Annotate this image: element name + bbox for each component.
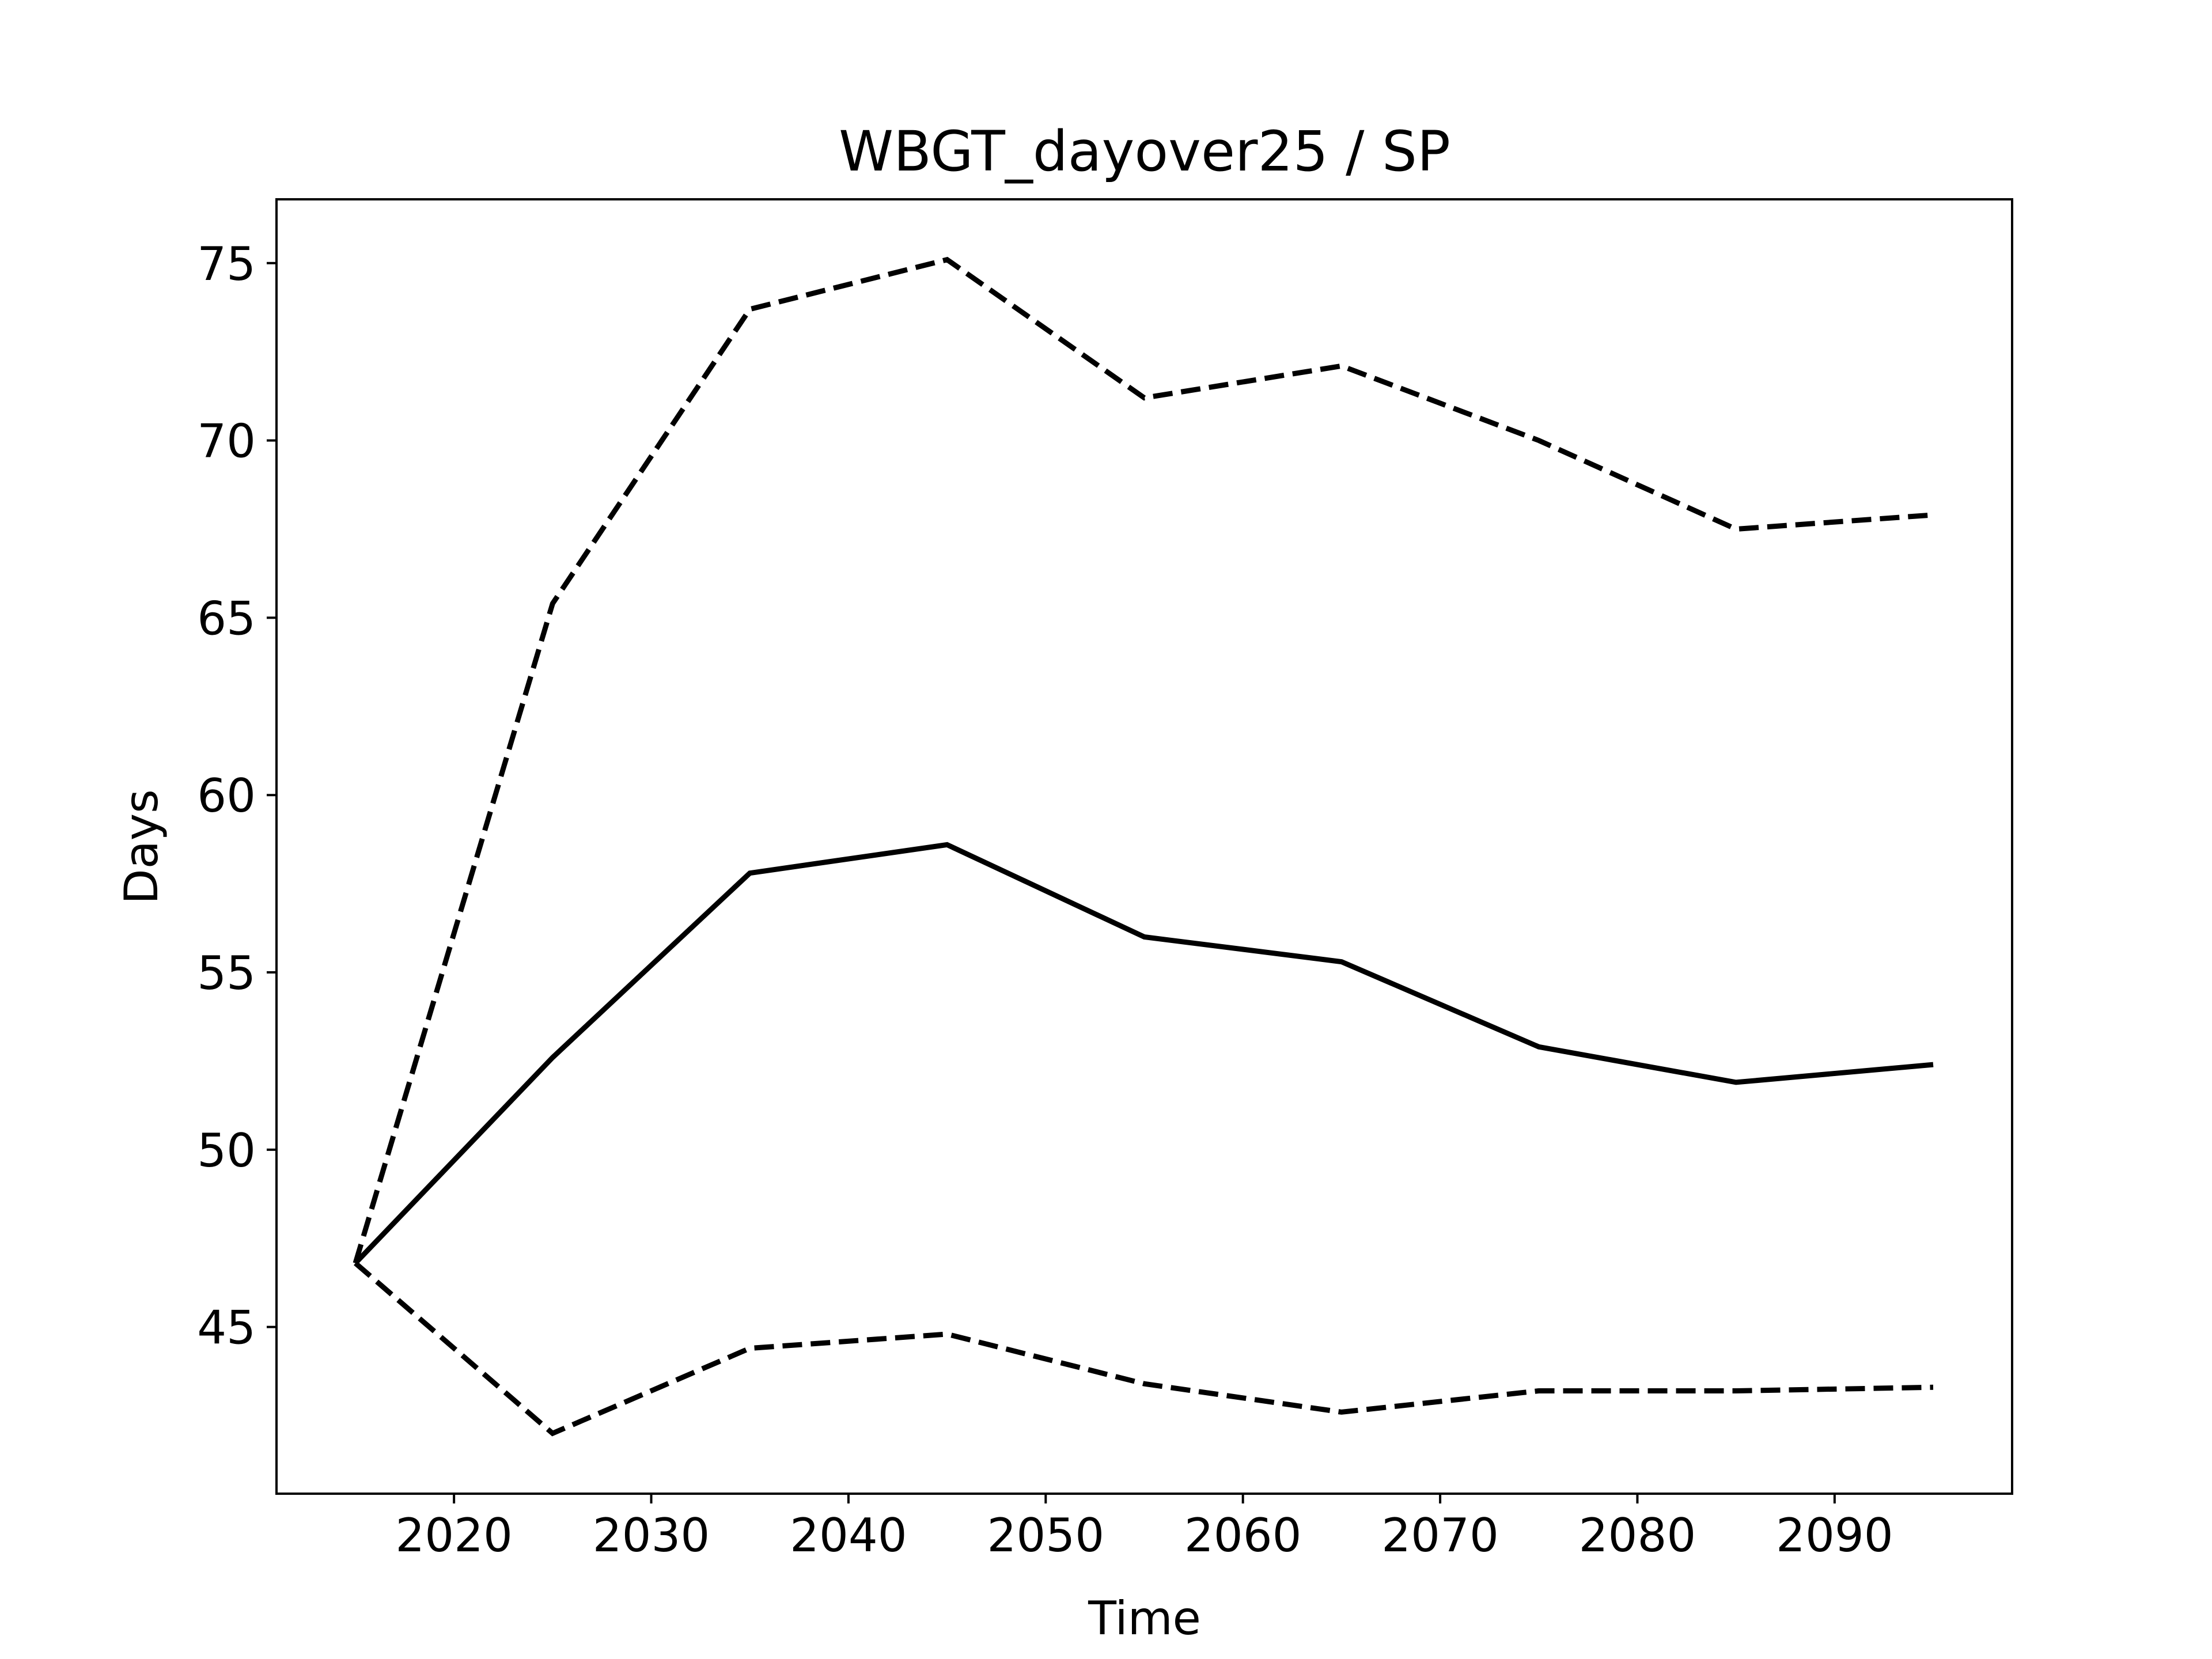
plot-area-frame [275, 198, 2013, 1495]
solid-series-line-0 [353, 842, 1934, 1265]
x-tick-label: 2040 [790, 1509, 907, 1562]
y-tick-label: 70 [197, 415, 256, 468]
x-tick-label: 2080 [1579, 1509, 1696, 1562]
dashed-series-line-1 [353, 256, 1934, 1264]
y-axis-ticks: 45 50 55 60 65 70 75 [197, 237, 276, 1355]
series-layer [353, 256, 1934, 1437]
y-tick-label: 60 [197, 769, 256, 823]
x-tick-label: 2090 [1776, 1509, 1893, 1562]
x-axis-ticks: 2020 2030 2040 2050 2060 2070 2080 2090 [395, 1494, 1893, 1562]
y-tick-label: 45 [197, 1301, 256, 1355]
x-tick-label: 2030 [593, 1509, 710, 1562]
x-tick-label: 2050 [987, 1509, 1105, 1562]
y-tick-label: 50 [197, 1124, 256, 1177]
x-tick-label: 2060 [1184, 1509, 1302, 1562]
x-tick-label: 2070 [1381, 1509, 1499, 1562]
y-axis-label: Days [115, 789, 168, 904]
x-axis-label: Time [1088, 1592, 1201, 1645]
x-tick-label: 2020 [395, 1509, 513, 1562]
y-tick-label: 75 [197, 237, 256, 291]
y-tick-label: 65 [197, 592, 256, 645]
chart-title: WBGT_dayover25 / SP [839, 119, 1450, 184]
dashed-series-line-2 [354, 1261, 1934, 1437]
y-tick-label: 55 [197, 946, 256, 1000]
